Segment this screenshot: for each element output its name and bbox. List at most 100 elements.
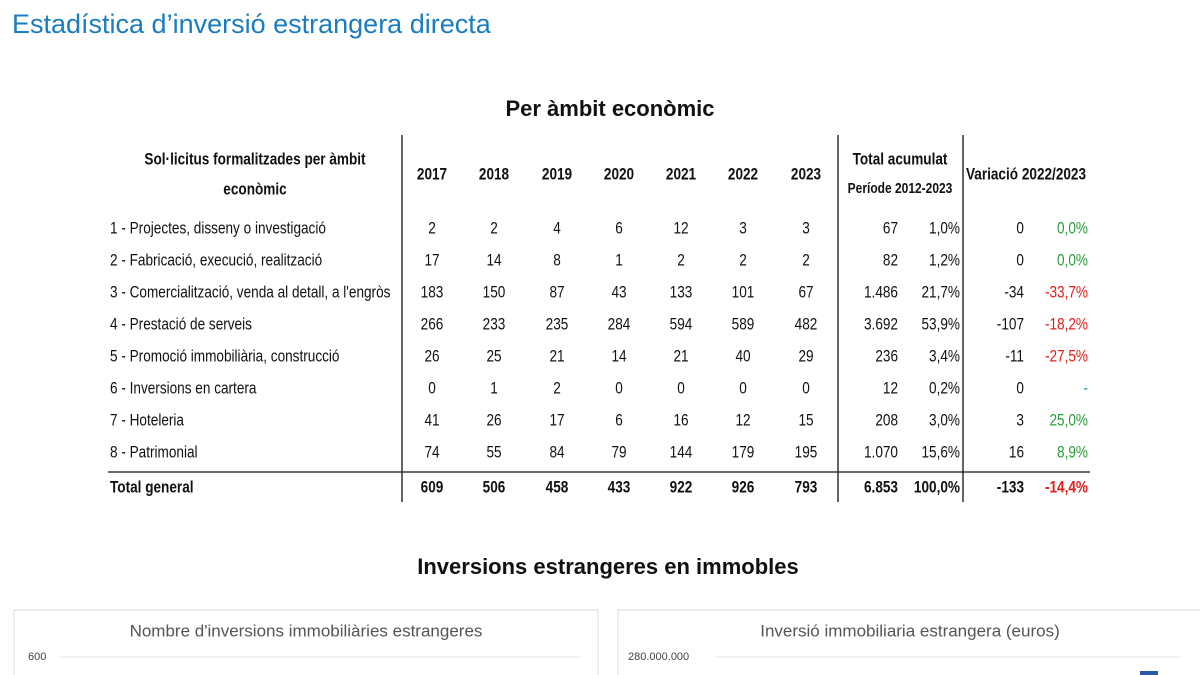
cell: 458 xyxy=(546,478,569,497)
cell: 82 xyxy=(883,251,898,270)
cell: 21,7% xyxy=(921,283,960,302)
cell: 14 xyxy=(611,347,627,366)
cell: 12 xyxy=(673,219,688,238)
cell: 6 xyxy=(615,219,623,238)
cell: 0 xyxy=(1016,251,1024,270)
cell: 3 xyxy=(739,219,747,238)
header-cell: 2020 xyxy=(604,165,634,184)
cell: 29 xyxy=(798,347,813,366)
header-cell: 2017 xyxy=(417,165,447,184)
cell: 6 xyxy=(615,411,623,430)
axis-label: 600 xyxy=(28,651,46,663)
cell: 0 xyxy=(1016,219,1024,238)
cell: -11 xyxy=(1005,347,1024,366)
chart-card xyxy=(13,609,599,675)
cell: -33,7% xyxy=(1045,283,1088,302)
cell: -34 xyxy=(1004,283,1024,302)
cell: 25,0% xyxy=(1049,411,1088,430)
table-title: Per àmbit econòmic xyxy=(505,96,714,121)
row-label: 1 - Projectes, disseny o investigació xyxy=(110,219,326,238)
cell: 67 xyxy=(883,219,898,238)
cell: 0 xyxy=(1016,379,1024,398)
cell: 233 xyxy=(483,315,506,334)
card-title: Nombre d'inversions immobiliàries estran… xyxy=(130,621,483,640)
header-cell: 2022 xyxy=(728,165,758,184)
header-cell: Total acumulat xyxy=(853,150,948,169)
cell: 0,2% xyxy=(929,379,960,398)
axis-label: 280.000.000 xyxy=(628,651,689,663)
cell: 0 xyxy=(428,379,436,398)
cell: 482 xyxy=(795,315,818,334)
cell: 43 xyxy=(611,283,626,302)
cell: 84 xyxy=(549,443,565,462)
cell: -27,5% xyxy=(1045,347,1088,366)
row-label: Total general xyxy=(110,478,194,497)
cell: -107 xyxy=(997,315,1024,334)
header-cell: 2023 xyxy=(791,165,821,184)
cell: 3 xyxy=(802,219,810,238)
cell: 1,2% xyxy=(929,251,960,270)
cell: 195 xyxy=(795,443,818,462)
cell: 179 xyxy=(732,443,755,462)
cell: -14,4% xyxy=(1045,478,1088,497)
cell: 506 xyxy=(483,478,506,497)
cell: 21 xyxy=(673,347,688,366)
cell: 26 xyxy=(424,347,439,366)
cell: 8,9% xyxy=(1057,443,1088,462)
row-label: 6 - Inversions en cartera xyxy=(110,379,257,398)
cell: 15,6% xyxy=(921,443,960,462)
header-cell: Variació 2022/2023 xyxy=(966,165,1086,184)
cell: 100,0% xyxy=(914,478,960,497)
chart-card xyxy=(617,609,1200,675)
cell: 208 xyxy=(875,411,898,430)
cell: 0 xyxy=(677,379,685,398)
cell: -133 xyxy=(997,478,1024,497)
cell: 0 xyxy=(615,379,623,398)
cell: 79 xyxy=(611,443,626,462)
header-cell: 2018 xyxy=(479,165,510,184)
cell: 2 xyxy=(428,219,436,238)
row-label: 4 - Prestació de serveis xyxy=(110,315,252,334)
cell: 3 xyxy=(1016,411,1024,430)
cell: 183 xyxy=(421,283,444,302)
cell: 21 xyxy=(549,347,564,366)
cell: - xyxy=(1083,379,1088,398)
header-cell: econòmic xyxy=(223,180,287,199)
cell: 133 xyxy=(670,283,693,302)
cell: 67 xyxy=(798,283,813,302)
cell: 15 xyxy=(798,411,813,430)
row-label: 5 - Promoció immobiliària, construcció xyxy=(110,347,339,366)
cell: 8 xyxy=(553,251,561,270)
cell: 0,0% xyxy=(1057,219,1088,238)
cell: 236 xyxy=(875,347,898,366)
table-rules xyxy=(108,135,1090,502)
bar-fragment xyxy=(1140,671,1158,675)
cell: 594 xyxy=(670,315,693,334)
cell: 1.486 xyxy=(864,283,898,302)
cell: 3,4% xyxy=(929,347,960,366)
cell: -18,2% xyxy=(1045,315,1088,334)
cell: 1,0% xyxy=(929,219,960,238)
cell: 1 xyxy=(615,251,623,270)
page-title: Estadística d’inversió estrangera direct… xyxy=(12,9,492,39)
cell: 6.853 xyxy=(864,478,898,497)
header-cell: 2021 xyxy=(666,165,697,184)
cell: 1 xyxy=(490,379,498,398)
cell: 101 xyxy=(732,283,755,302)
row-label: 8 - Patrimonial xyxy=(110,443,198,462)
cell: 53,9% xyxy=(921,315,960,334)
header-cell: Període 2012-2023 xyxy=(848,180,953,197)
cell: 235 xyxy=(546,315,569,334)
cell: 3,0% xyxy=(929,411,960,430)
cell: 14 xyxy=(486,251,502,270)
cell: 433 xyxy=(608,478,631,497)
cell: 0 xyxy=(739,379,747,398)
header-cell: 2019 xyxy=(542,165,572,184)
cell: 1.070 xyxy=(864,443,898,462)
cell: 3.692 xyxy=(864,315,898,334)
cell: 74 xyxy=(424,443,440,462)
cell: 589 xyxy=(732,315,755,334)
row-label: 2 - Fabricació, execució, realització xyxy=(110,251,322,270)
cell: 17 xyxy=(424,251,439,270)
